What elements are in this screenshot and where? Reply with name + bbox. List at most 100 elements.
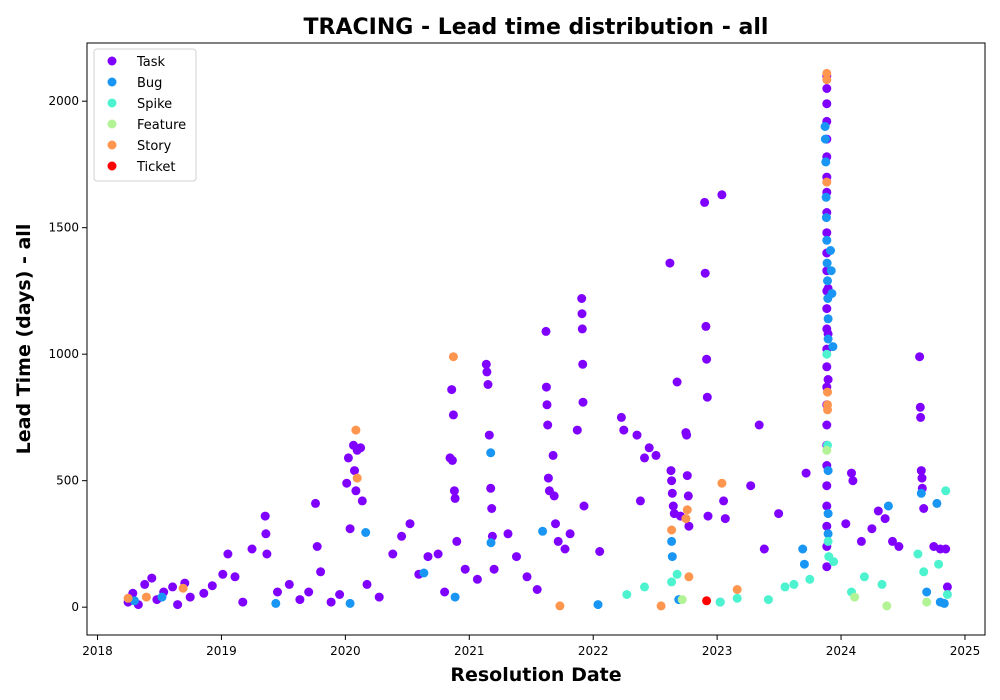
- point-task-64: [490, 565, 499, 574]
- point-bug-20: [822, 193, 831, 202]
- point-task-95: [652, 451, 661, 460]
- point-task-136: [822, 304, 831, 313]
- point-story-3: [351, 426, 360, 435]
- point-ticket-0: [702, 596, 711, 605]
- point-task-7: [168, 582, 177, 591]
- point-task-54: [452, 537, 461, 546]
- point-bug-22: [822, 236, 831, 245]
- point-task-155: [848, 476, 857, 485]
- legend-marker-task: [108, 57, 117, 66]
- point-bug-5: [419, 569, 428, 578]
- point-task-83: [578, 309, 587, 318]
- point-story-19: [823, 405, 832, 414]
- point-task-67: [523, 572, 532, 581]
- point-spike-17: [878, 580, 887, 589]
- point-task-158: [874, 507, 883, 516]
- point-story-11: [684, 572, 693, 581]
- x-tick-label-4: 2022: [578, 644, 609, 658]
- point-task-119: [755, 421, 764, 430]
- point-bug-19: [821, 157, 830, 166]
- point-task-17: [248, 545, 257, 554]
- point-bug-16: [800, 560, 809, 569]
- point-story-0: [124, 594, 133, 603]
- point-task-49: [447, 385, 456, 394]
- point-task-3: [140, 580, 149, 589]
- x-tick-label-2: 2020: [330, 644, 361, 658]
- point-task-124: [822, 84, 831, 93]
- data-points: [124, 69, 952, 611]
- point-task-18: [261, 512, 270, 521]
- point-bug-2: [271, 599, 280, 608]
- point-bug-34: [828, 342, 837, 351]
- point-bug-6: [451, 593, 460, 602]
- point-task-171: [941, 545, 950, 554]
- point-spike-3: [673, 570, 682, 579]
- legend-marker-spike: [108, 99, 117, 108]
- point-task-112: [702, 355, 711, 364]
- legend-label-ticket: Ticket: [136, 160, 175, 175]
- point-task-118: [746, 481, 755, 490]
- point-task-80: [566, 529, 575, 538]
- point-story-16: [822, 178, 831, 187]
- point-task-38: [358, 496, 367, 505]
- point-task-59: [484, 380, 493, 389]
- point-task-13: [218, 570, 227, 579]
- point-task-114: [704, 512, 713, 521]
- legend-marker-bug: [108, 78, 117, 87]
- point-task-93: [640, 453, 649, 462]
- legend-label-task: Task: [136, 55, 166, 70]
- point-task-29: [335, 590, 344, 599]
- point-task-65: [504, 529, 513, 538]
- point-task-19: [261, 529, 270, 538]
- x-axis-label: Resolution Date: [450, 664, 621, 686]
- point-task-66: [512, 552, 521, 561]
- point-task-42: [397, 532, 406, 541]
- point-task-77: [551, 519, 560, 528]
- point-task-163: [916, 403, 925, 412]
- point-spike-21: [941, 486, 950, 495]
- point-spike-10: [822, 350, 831, 359]
- point-spike-7: [781, 582, 790, 591]
- point-task-53: [451, 494, 460, 503]
- point-task-156: [857, 537, 866, 546]
- point-task-31: [344, 453, 353, 462]
- point-spike-19: [919, 567, 928, 576]
- y-axis: 0500100015002000: [48, 94, 87, 614]
- point-spike-9: [805, 575, 814, 584]
- point-task-91: [633, 431, 642, 440]
- point-task-78: [554, 537, 563, 546]
- x-tick-label-0: 2018: [82, 644, 113, 658]
- point-task-142: [822, 421, 831, 430]
- point-task-90: [619, 426, 628, 435]
- point-story-8: [667, 526, 676, 535]
- point-task-52: [450, 486, 459, 495]
- point-task-168: [919, 504, 928, 513]
- point-task-154: [847, 469, 856, 478]
- point-story-5: [449, 352, 458, 361]
- legend-label-feature: Feature: [137, 118, 186, 133]
- point-task-87: [580, 502, 589, 511]
- point-task-28: [327, 598, 336, 607]
- point-task-70: [542, 383, 551, 392]
- point-task-110: [701, 269, 710, 278]
- point-task-61: [486, 484, 495, 493]
- point-spike-6: [764, 595, 773, 604]
- chart-title: TRACING - Lead time distribution - all: [304, 15, 769, 40]
- x-axis: 2018 2019 2020 2021 2022 2023 2024 2025: [82, 635, 980, 658]
- point-task-68: [533, 585, 542, 594]
- point-task-102: [673, 378, 682, 387]
- point-task-159: [881, 514, 890, 523]
- point-task-58: [482, 367, 491, 376]
- point-task-10: [186, 593, 195, 602]
- point-task-89: [617, 413, 626, 422]
- point-bug-1: [158, 593, 167, 602]
- point-task-32: [346, 524, 355, 533]
- y-tick-label-4: 2000: [48, 94, 79, 108]
- point-task-164: [916, 413, 925, 422]
- point-story-1: [142, 593, 151, 602]
- point-spike-5: [733, 594, 742, 603]
- point-task-106: [683, 471, 692, 480]
- point-story-12: [717, 479, 726, 488]
- point-bug-21: [822, 213, 831, 222]
